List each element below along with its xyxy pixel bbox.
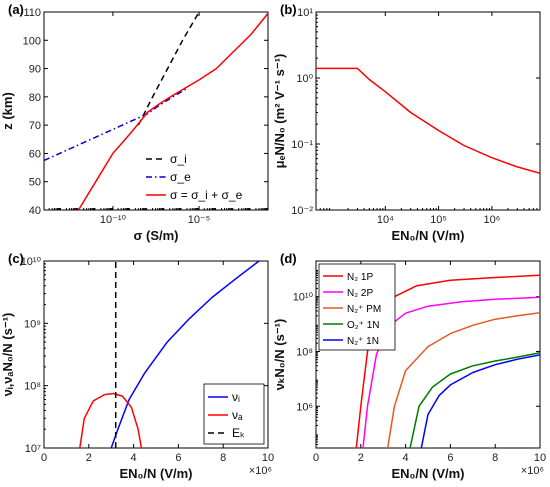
plot-frame <box>315 11 541 211</box>
series-line <box>110 261 260 448</box>
x-tick-label: 6 <box>447 452 453 464</box>
series-line <box>79 392 143 448</box>
x-tick-label: 10⁵ <box>430 214 447 226</box>
y-axis-label: νₖN₀/N (s⁻¹) <box>272 319 287 391</box>
y-tick-label: 40 <box>29 205 41 217</box>
legend-box <box>318 263 396 351</box>
series-group <box>355 274 540 448</box>
y-tick-label: 70 <box>29 120 41 132</box>
x-multiplier: ×10⁶ <box>249 465 272 477</box>
panel-c: 0 2 4 6 8 10 10⁷ 10⁸ 10⁹ 10¹⁰ EN₀/N (V/m) νᵢ,νₐN₀/N… <box>0 251 274 481</box>
x-tick-label: 10 <box>262 452 274 464</box>
panel-b: 10⁴ 10⁵ 10⁶ 10⁻² 10⁻¹ 10⁰ 10¹ EN₀/N (V/m) μₑN/N₀… <box>272 2 541 243</box>
plot-frame <box>43 11 269 211</box>
y-tick-label: 110 <box>23 7 41 19</box>
x-axis-label: EN₀/N (V/m) <box>119 466 192 481</box>
legend-label: Eₖ <box>232 426 245 440</box>
x-axis-label: EN₀/N (V/m) <box>391 228 464 243</box>
panel-a: 10⁻¹⁰ 10⁻⁵ 40 50 60 70 80 90 100 110 σ (S/m) z (km)… <box>0 2 269 243</box>
legend-label: O₂⁺ 1N <box>347 320 380 331</box>
panel-label: (c) <box>8 251 24 266</box>
series-line <box>44 87 188 162</box>
series-line <box>420 354 540 448</box>
x-tick-label: 8 <box>220 452 226 464</box>
y-tick-label: 50 <box>29 177 41 189</box>
y-tick-label: 100 <box>23 35 41 47</box>
y-tick-label: 10⁻² <box>291 205 313 217</box>
y-axis-label: z (km) <box>0 92 15 130</box>
y-tick-label: 10⁸ <box>296 346 313 358</box>
legend-label: N₂ 2P <box>347 288 373 299</box>
x-tick-label: 0 <box>41 452 47 464</box>
legend-label: σ_e <box>170 170 191 184</box>
x-tick-label: 2 <box>86 452 92 464</box>
x-tick-label: 6 <box>175 452 181 464</box>
legend-label: σ = σ_i + σ_e <box>170 188 243 202</box>
y-tick-label: 10¹⁰ <box>21 256 42 268</box>
series-line <box>386 311 540 448</box>
x-axis-label: EN₀/N (V/m) <box>391 466 464 481</box>
legend-label: N₂ 1P <box>347 272 373 283</box>
y-tick-label: 80 <box>29 92 41 104</box>
y-tick-label: 10⁰ <box>296 73 313 85</box>
legend-label: σ_i <box>170 152 187 166</box>
y-tick-label: 10⁹ <box>24 318 41 330</box>
y-tick-label: 10⁻¹ <box>291 139 313 151</box>
x-tick-label: 10 <box>534 452 546 464</box>
panel-d: 0 2 4 6 8 10 10⁶ 10⁸ 10¹⁰ EN₀/N (V/m) νₖN₀/N (s⁻¹)… <box>272 251 546 481</box>
x-tick-label: 10⁶ <box>483 214 500 226</box>
legend-label: νᵢ <box>232 390 240 404</box>
legend-label: νₐ <box>232 408 243 422</box>
panel-label: (b) <box>280 2 297 17</box>
series-group <box>316 67 540 175</box>
legend-box <box>203 383 265 445</box>
series-group <box>79 261 260 448</box>
series-line <box>362 296 540 448</box>
x-multiplier: ×10⁶ <box>521 465 544 477</box>
y-axis-label: μₑN/N₀ (m² V⁻¹ s⁻¹) <box>272 54 287 169</box>
series-line <box>316 67 540 175</box>
y-axis-label: νᵢ,νₐN₀/N (s⁻¹) <box>0 313 15 397</box>
x-axis-label: σ (S/m) <box>133 228 178 243</box>
panel-label: (a) <box>8 2 24 17</box>
x-tick-label: 10⁻¹⁰ <box>100 214 127 226</box>
series-line <box>77 12 268 210</box>
y-tick-label: 60 <box>29 148 41 160</box>
y-tick-label: 90 <box>29 64 41 76</box>
x-tick-label: 4 <box>403 452 409 464</box>
x-tick-label: 0 <box>313 452 319 464</box>
x-tick-label: 10⁴ <box>377 214 394 226</box>
legend-label: N₂⁺ PM <box>347 304 381 315</box>
x-tick-label: 2 <box>358 452 364 464</box>
y-tick-label: 10⁷ <box>25 443 41 455</box>
series-line <box>409 351 540 448</box>
y-tick-label: 10¹ <box>297 7 313 19</box>
panel-label: (d) <box>280 251 297 266</box>
series-line <box>137 12 200 126</box>
plot-frame <box>43 260 269 449</box>
x-tick-label: 4 <box>131 452 137 464</box>
y-tick-label: 10⁸ <box>24 381 41 393</box>
legend-label: N₂⁺ 1N <box>347 336 379 347</box>
x-tick-label: 8 <box>492 452 498 464</box>
series-group <box>44 12 268 210</box>
y-tick-label: 10¹⁰ <box>293 292 314 304</box>
x-tick-label: 10⁻⁵ <box>188 214 211 226</box>
y-tick-label: 10⁶ <box>296 401 313 413</box>
